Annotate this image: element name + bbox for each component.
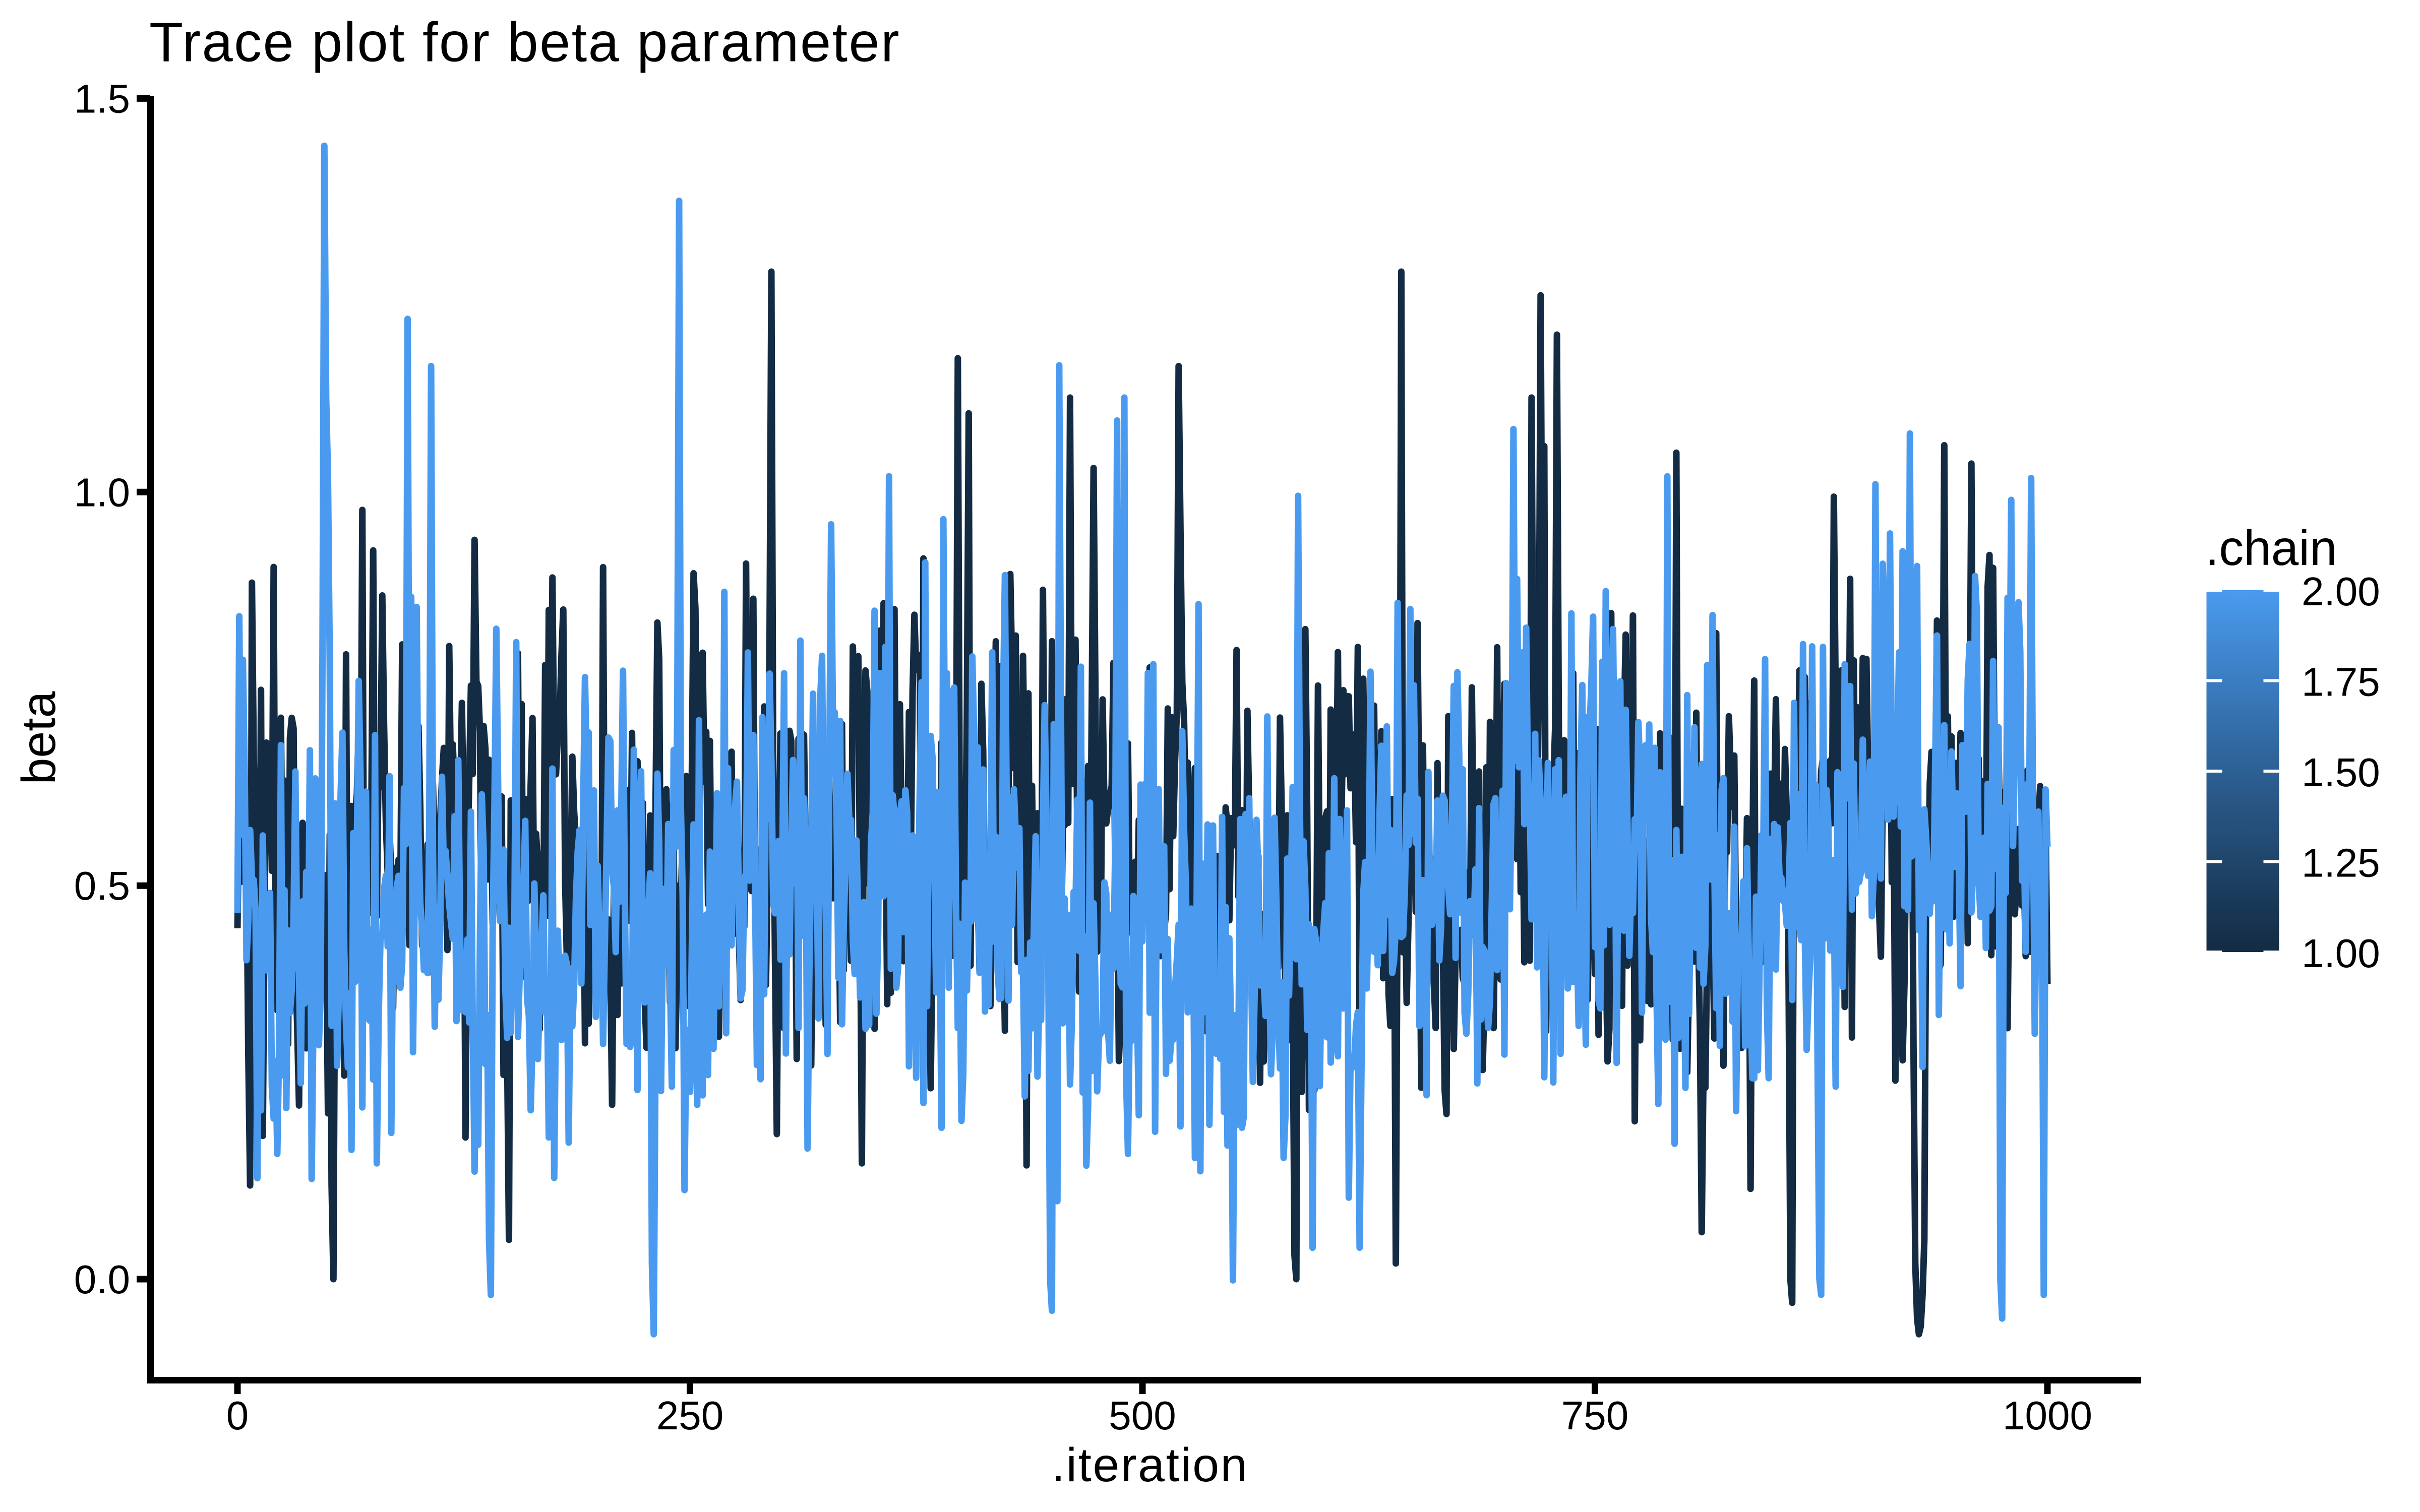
- svg-text:0: 0: [226, 1393, 249, 1438]
- svg-text:500: 500: [1109, 1393, 1176, 1438]
- svg-text:1.25: 1.25: [2302, 841, 2380, 886]
- svg-text:1.0: 1.0: [74, 470, 130, 515]
- svg-text:1.50: 1.50: [2302, 750, 2380, 795]
- svg-text:Trace plot for beta parameter: Trace plot for beta parameter: [149, 12, 900, 74]
- svg-text:1.75: 1.75: [2302, 660, 2380, 705]
- svg-text:beta: beta: [12, 691, 66, 784]
- svg-text:0.5: 0.5: [74, 863, 130, 908]
- svg-text:.iteration: .iteration: [1052, 1438, 1248, 1492]
- svg-text:0.0: 0.0: [74, 1257, 130, 1302]
- svg-text:250: 250: [656, 1393, 723, 1438]
- svg-text:1.00: 1.00: [2302, 931, 2380, 976]
- svg-text:2.00: 2.00: [2302, 569, 2380, 614]
- svg-text:.chain: .chain: [2205, 520, 2337, 576]
- svg-text:1000: 1000: [2003, 1393, 2092, 1438]
- svg-text:1.5: 1.5: [74, 76, 130, 121]
- svg-text:750: 750: [1561, 1393, 1628, 1438]
